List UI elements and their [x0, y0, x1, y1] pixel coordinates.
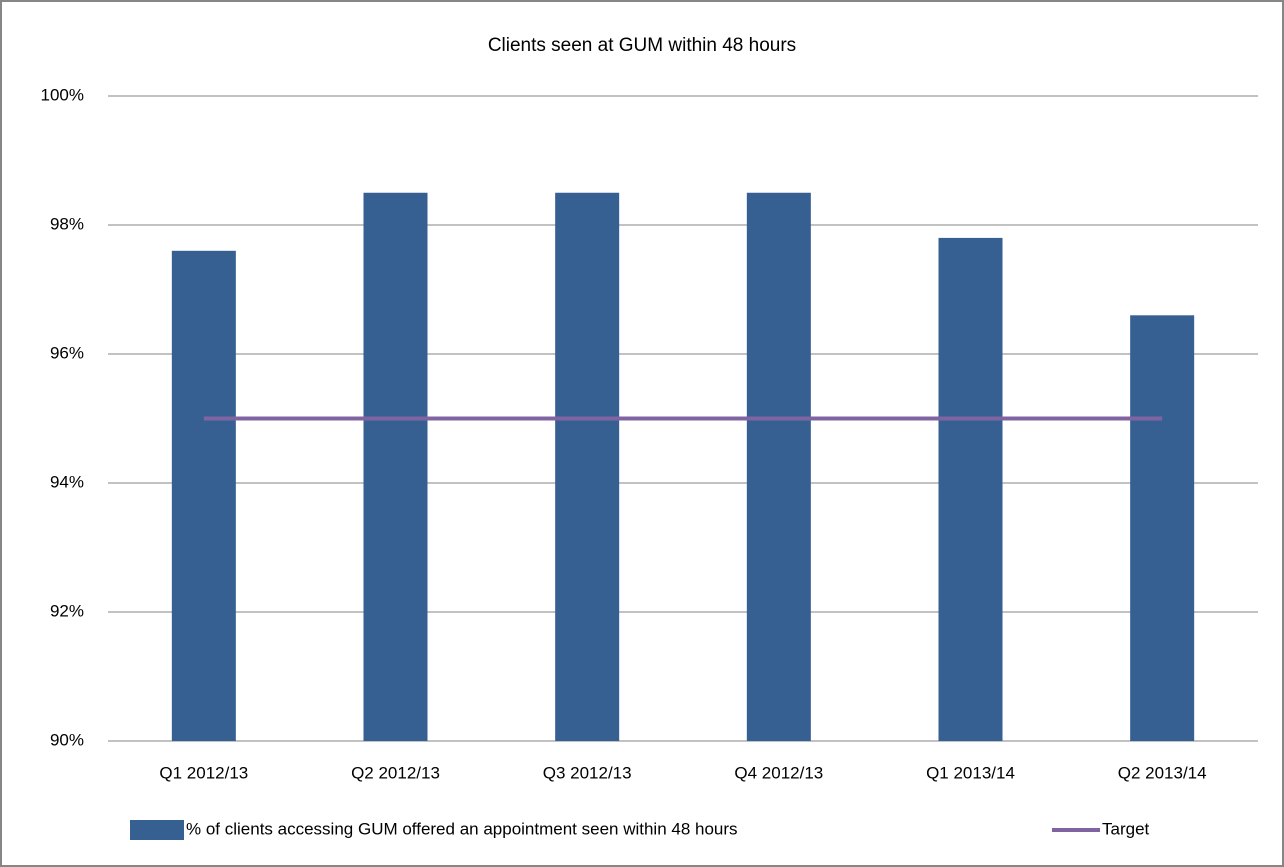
bar — [555, 192, 620, 741]
x-tick-label: Q2 2013/14 — [1118, 763, 1207, 782]
bar — [746, 192, 811, 741]
legend-swatch — [130, 820, 184, 840]
x-tick-label: Q3 2012/13 — [543, 763, 632, 782]
bar — [171, 250, 236, 742]
x-tick-label: Q4 2012/13 — [734, 763, 823, 782]
chart-title: Clients seen at GUM within 48 hours — [488, 35, 796, 56]
bar — [938, 237, 1003, 741]
y-tick-label: 96% — [50, 343, 84, 362]
legend-label: % of clients accessing GUM offered an ap… — [186, 819, 738, 838]
bar — [363, 192, 428, 741]
legend-label: Target — [1102, 819, 1150, 838]
y-tick-label: 90% — [50, 730, 84, 749]
x-tick-label: Q2 2012/13 — [351, 763, 440, 782]
y-tick-label: 92% — [50, 601, 84, 620]
x-tick-label: Q1 2013/14 — [926, 763, 1015, 782]
x-tick-label: Q1 2012/13 — [159, 763, 248, 782]
y-tick-label: 98% — [50, 214, 84, 233]
bar — [1130, 315, 1195, 741]
y-tick-label: 100% — [41, 85, 84, 104]
y-tick-label: 94% — [50, 472, 84, 491]
